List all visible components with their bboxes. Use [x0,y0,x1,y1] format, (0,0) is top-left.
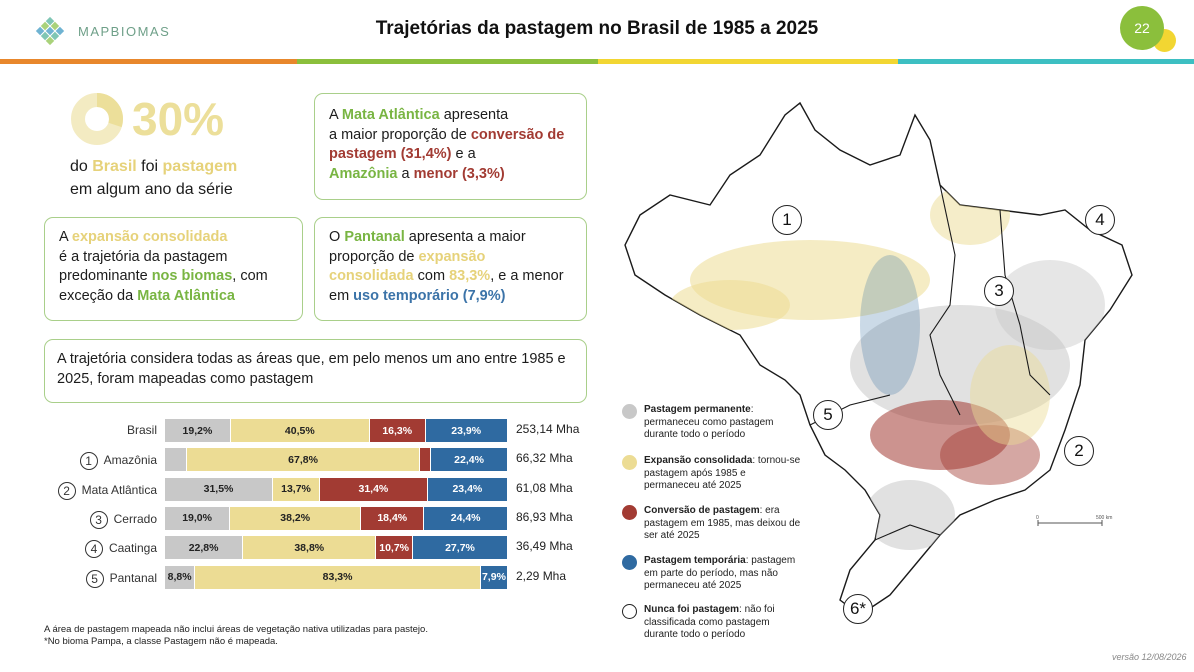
bar-segment: 24,4% [424,506,508,530]
legend-title: Pastagem permanente [644,404,751,415]
bar-category-label: 4 Caatinga [30,540,157,559]
bar-segment: 16,3% [369,419,426,442]
biome-borders [809,184,1051,541]
bar-segment: 23,9% [425,419,508,442]
bar-category-number: 4 [84,540,103,559]
bar-total-label: 36,49 Mha [516,539,573,554]
bar-segment: 27,7% [412,536,508,560]
legend-desc: : pastagem em parte do período, mas não … [644,555,796,591]
legend-desc: : permaneceu como pastagem durante todo … [644,404,774,440]
card-trajetoria: A trajetória considera todas as áreas qu… [44,339,587,403]
bar-segment: 7,9% [480,565,508,589]
bar-total-label: 2,29 Mha [516,568,567,583]
logo-text: MAPBIOMAS [78,23,171,39]
header-stripe-orange [0,59,297,64]
version-label: versão 12/08/2026 [1112,652,1187,662]
highlight-percent: 30% [132,93,225,145]
bar-total-label: 253,14 Mha [516,422,580,436]
bar-segment [165,448,188,472]
bar-category-number: 3 [89,510,108,529]
bar-segment: 31,4% [320,477,428,501]
scale-start: 0 [1036,515,1039,521]
bar-category-label: 3 Cerrado [30,510,157,529]
bar-segment: 19,2% [165,419,231,442]
legend-swatch [622,555,637,570]
bar-category-text: Brasil [126,423,157,437]
scale-end: 500 km [1096,515,1112,521]
bar-segment: 67,8% [187,448,420,472]
legend-title: Nunca foi pastagem [644,604,740,615]
bar-category-text: Cerrado [113,512,157,527]
bar-category-label: 1 Amazônia [30,452,157,471]
donut-icon [71,93,123,145]
bar-total-label: 86,93 Mha [516,509,573,524]
card-expansao: A expansão consolidada é a trajetória da… [44,217,303,321]
legend-swatch [622,604,637,619]
map-label-caatinga: 4 [1085,205,1115,235]
map-label-pampa: 6* [843,594,873,624]
legend-title: Pastagem temporária [644,555,746,566]
legend-desc: : tornou-se pastagem após 1985 e permane… [644,455,801,491]
bar-segment: 8,8% [165,565,196,589]
legend-swatch [622,505,637,520]
map-label-mata-atlantica: 2 [1064,436,1094,466]
legend-swatch [622,455,637,470]
bar-category-label: Brasil [30,423,157,437]
highlight-text: do Brasil foi pastagem em algum ano da s… [70,158,238,198]
header-stripe-green [297,59,598,64]
legend-desc: : não foi classificada como pastagem dur… [644,604,775,640]
card-pantanal: O Pantanal apresenta a maior proporção d… [314,217,587,321]
brazil-map: 0 500 km [624,101,1133,616]
map-label-cerrado: 3 [984,276,1014,306]
bar-segment [419,448,432,472]
legend-title: Conversão de pastagem [644,505,760,516]
map-label-pantanal: 5 [813,400,843,430]
bar-category-text: Caatinga [108,541,157,556]
bar-segment: 22,8% [165,536,244,560]
page-number-badge: 22 [1120,6,1164,50]
bar-segment: 10,7% [376,536,413,560]
bar-category-number: 5 [85,569,104,588]
bar-total-label: 61,08 Mha [516,480,573,495]
bar-segment: 83,3% [195,565,481,589]
card-mata-atlantica: A Mata Atlântica apresenta a maior propo… [314,93,587,200]
bar-segment: 22,4% [431,448,508,472]
bar-segment: 23,4% [427,477,508,501]
legend-title: Expansão consolidada [644,455,753,466]
bar-category-text: Mata Atlântica [81,482,157,497]
bar-category-label: 2 Mata Atlântica [30,481,157,500]
bar-segment: 38,8% [243,536,377,560]
mapbiomas-logo-icon [35,16,65,46]
footnotes: A área de pastagem mapeada não inclui ár… [44,624,428,647]
header-stripe-teal [898,59,1194,64]
bar-segment: 31,5% [165,477,274,501]
bar-category-label: 5 Pantanal [30,569,157,588]
bar-segment: 18,4% [361,506,425,530]
bar-total-label: 66,32 Mha [516,451,573,466]
bar-category-number: 1 [79,452,98,471]
bar-segment: 40,5% [230,419,370,442]
highlight-30: 30% [70,92,224,146]
bar-category-text: Pantanal [109,570,157,585]
bar-category-number: 2 [57,481,76,500]
bar-segment: 13,7% [273,477,321,501]
bar-segment: 38,2% [230,506,362,530]
legend-swatch [622,404,637,419]
map-label-amazonia: 1 [772,205,802,235]
page-title: Trajetórias da pastagem no Brasil de 198… [375,18,819,39]
mapbiomas-logo: MAPBIOMAS [30,14,170,48]
bar-segment: 19,0% [165,506,231,530]
bar-category-text: Amazônia [103,453,157,468]
stacked-bar-chart: Brasil 19,2% 40,5% 16,3% 23,9% 253,14 Mha 1 Ama… [0,0,600,620]
legend-desc: : era pastagem em 1985, mas deixou de se… [644,505,801,541]
header-stripe-yellow [598,59,898,64]
